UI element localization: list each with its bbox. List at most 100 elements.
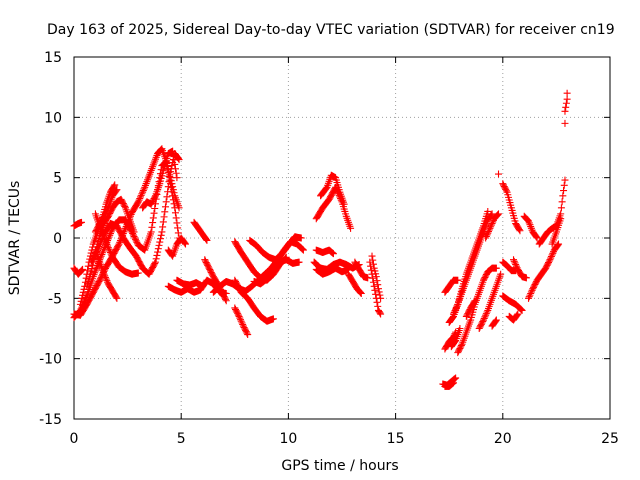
data-point bbox=[492, 264, 500, 272]
data-point bbox=[554, 241, 562, 249]
data-point bbox=[497, 270, 505, 278]
data-point bbox=[155, 241, 163, 249]
data-point bbox=[148, 223, 156, 231]
data-point bbox=[371, 286, 379, 294]
data-point bbox=[374, 302, 382, 310]
data-point bbox=[131, 234, 139, 242]
data-point bbox=[222, 295, 230, 303]
data-point bbox=[449, 379, 457, 387]
data-point bbox=[163, 193, 171, 201]
y-tick-label: -15 bbox=[39, 412, 62, 428]
data-point bbox=[154, 245, 162, 253]
data-point bbox=[558, 198, 566, 206]
data-point bbox=[510, 257, 518, 265]
data-point bbox=[110, 182, 118, 190]
data-point bbox=[152, 255, 160, 263]
data-point bbox=[235, 312, 243, 320]
data-point bbox=[512, 262, 520, 270]
data-point bbox=[485, 228, 493, 236]
data-point bbox=[102, 275, 110, 283]
data-point bbox=[560, 187, 568, 195]
data-point bbox=[547, 254, 555, 262]
data-point bbox=[533, 234, 541, 242]
data-point bbox=[169, 192, 177, 200]
data-point bbox=[515, 226, 523, 234]
data-point bbox=[172, 169, 180, 177]
data-point bbox=[104, 205, 112, 213]
data-point bbox=[171, 209, 179, 217]
data-point bbox=[329, 250, 337, 258]
data-point bbox=[449, 313, 457, 321]
data-point bbox=[222, 297, 230, 305]
data-point bbox=[494, 211, 502, 219]
data-point bbox=[174, 229, 182, 237]
y-tick-label: 10 bbox=[44, 110, 62, 126]
data-point bbox=[513, 311, 521, 319]
data-point bbox=[482, 234, 490, 242]
data-point bbox=[376, 309, 384, 317]
data-point bbox=[96, 276, 104, 284]
data-point bbox=[484, 229, 492, 237]
data-point bbox=[453, 302, 461, 310]
data-point bbox=[527, 290, 535, 298]
data-point bbox=[493, 211, 501, 219]
data-point bbox=[450, 375, 458, 383]
data-point bbox=[166, 173, 174, 181]
data-point bbox=[451, 338, 459, 346]
data-point bbox=[239, 320, 247, 328]
data-point bbox=[89, 261, 97, 269]
data-point bbox=[107, 250, 115, 258]
data-points bbox=[70, 89, 571, 390]
data-point bbox=[482, 310, 490, 318]
data-point bbox=[113, 186, 121, 194]
data-point bbox=[170, 156, 178, 164]
data-point bbox=[238, 319, 246, 327]
data-point bbox=[451, 375, 459, 383]
data-point bbox=[169, 196, 177, 204]
data-point bbox=[295, 258, 303, 266]
data-point bbox=[77, 267, 85, 275]
data-point bbox=[487, 223, 495, 231]
data-point bbox=[357, 289, 365, 297]
data-point bbox=[111, 181, 119, 189]
data-point bbox=[488, 220, 496, 228]
data-point bbox=[101, 237, 109, 245]
data-point bbox=[561, 176, 569, 184]
data-point bbox=[164, 188, 172, 196]
data-point bbox=[112, 293, 120, 301]
x-tick-label: 0 bbox=[70, 431, 79, 447]
data-point bbox=[532, 233, 540, 241]
data-point bbox=[322, 184, 330, 192]
data-point bbox=[243, 329, 251, 337]
data-point bbox=[99, 249, 107, 257]
data-point bbox=[134, 269, 142, 277]
data-point bbox=[547, 253, 555, 261]
data-point bbox=[244, 331, 252, 339]
data-point bbox=[495, 210, 503, 218]
data-point bbox=[548, 251, 556, 259]
data-point bbox=[103, 277, 111, 285]
axis-ticks bbox=[73, 56, 611, 420]
data-point bbox=[159, 223, 167, 231]
chart-title: Day 163 of 2025, Sidereal Day-to-day VTE… bbox=[47, 22, 615, 38]
data-point bbox=[485, 226, 493, 234]
data-point bbox=[545, 257, 553, 265]
data-point bbox=[369, 256, 377, 264]
data-point bbox=[234, 311, 242, 319]
data-point bbox=[153, 251, 161, 259]
data-point bbox=[174, 224, 182, 232]
data-point bbox=[563, 89, 571, 97]
data-point bbox=[514, 310, 522, 318]
data-point bbox=[151, 259, 159, 267]
data-point bbox=[370, 282, 378, 290]
data-point bbox=[487, 211, 495, 219]
data-point bbox=[369, 274, 377, 282]
data-point bbox=[297, 234, 305, 242]
y-tick-label: 15 bbox=[44, 50, 62, 66]
data-point bbox=[101, 272, 109, 280]
data-point bbox=[492, 316, 500, 324]
data-point bbox=[82, 294, 90, 302]
data-point bbox=[450, 308, 458, 316]
data-point bbox=[105, 233, 113, 241]
data-point bbox=[372, 290, 380, 298]
